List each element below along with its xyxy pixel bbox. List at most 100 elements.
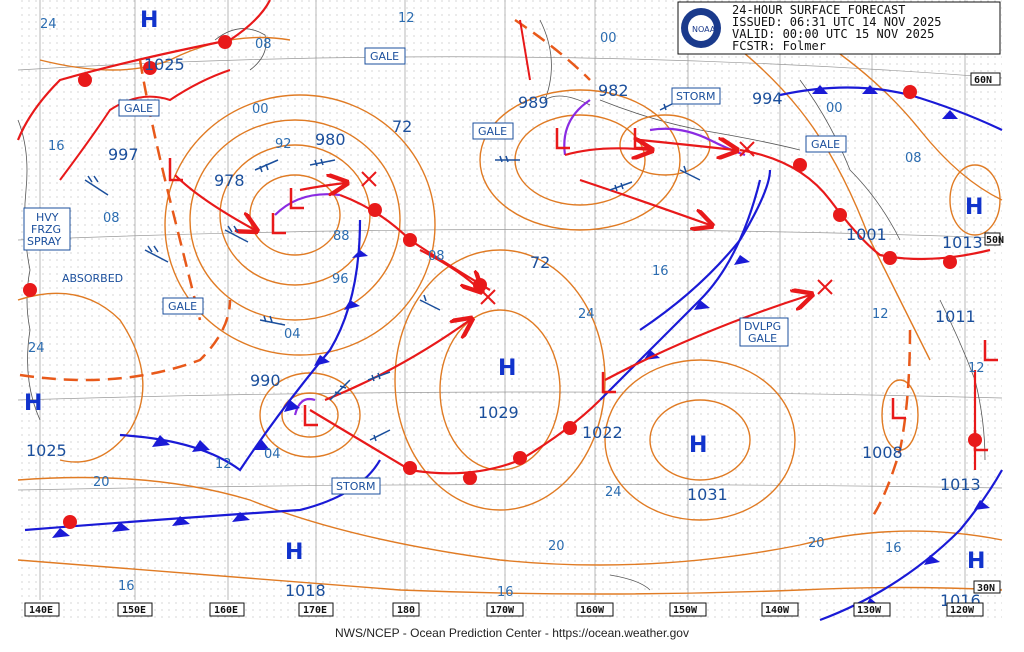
svg-text:1022: 1022 — [582, 423, 623, 442]
warm-front-bumps — [23, 35, 982, 529]
svg-text:989: 989 — [518, 93, 549, 112]
svg-text:1001: 1001 — [846, 225, 887, 244]
svg-text:120W: 120W — [950, 605, 975, 616]
high-letter: H — [965, 195, 983, 220]
isobar-labels: 24 12 08 00 92 16 08 88 96 04 04 12 20 1… — [28, 11, 985, 600]
svg-text:160W: 160W — [580, 605, 605, 616]
map-credit: NWS/NCEP - Ocean Prediction Center - htt… — [335, 626, 689, 640]
svg-text:08: 08 — [428, 249, 445, 264]
svg-text:16: 16 — [652, 264, 669, 279]
svg-text:60N: 60N — [974, 75, 992, 86]
svg-text:1011: 1011 — [935, 307, 976, 326]
svg-text:12: 12 — [215, 457, 232, 472]
svg-text:STORM: STORM — [336, 480, 376, 493]
svg-text:980: 980 — [315, 130, 346, 149]
high-letter: H — [24, 391, 42, 416]
svg-text:16: 16 — [497, 585, 514, 600]
svg-text:12: 12 — [968, 361, 985, 376]
svg-text:20: 20 — [548, 539, 565, 554]
svg-text:ABSORBED: ABSORBED — [62, 272, 123, 285]
svg-text:994: 994 — [752, 89, 783, 108]
forecast-header: NOAA 24-HOUR SURFACE FORECAST ISSUED: 06… — [677, 1, 1001, 55]
low-pressure-values: 997 978 980 990 989 982 994 1022 1008 10… — [108, 81, 981, 494]
svg-text:08: 08 — [905, 151, 922, 166]
svg-text:50N: 50N — [986, 235, 1004, 246]
svg-text:04: 04 — [264, 447, 281, 462]
svg-text:08: 08 — [103, 211, 120, 226]
lat-lon-grid — [17, 0, 1003, 600]
svg-text:92: 92 — [275, 137, 292, 152]
high-letter: H — [285, 540, 303, 565]
high-letter: H — [498, 356, 516, 381]
dissipating-markers — [361, 141, 833, 305]
svg-text:FRZG: FRZG — [31, 223, 61, 236]
high-value: 1013 — [942, 233, 983, 252]
svg-text:16: 16 — [885, 541, 902, 556]
svg-text:SPRAY: SPRAY — [27, 235, 61, 248]
svg-text:978: 978 — [214, 171, 245, 190]
svg-text:30N: 30N — [977, 583, 995, 594]
svg-text:140E: 140E — [29, 605, 53, 616]
svg-text:GALE: GALE — [748, 332, 777, 345]
svg-text:24: 24 — [605, 485, 622, 500]
svg-text:990: 990 — [250, 371, 281, 390]
ice-edge — [59, 19, 531, 181]
svg-text:150W: 150W — [673, 605, 698, 616]
svg-text:24: 24 — [40, 17, 57, 32]
high-letter: H — [689, 433, 707, 458]
svg-text:HVY: HVY — [36, 211, 59, 224]
svg-text:140W: 140W — [765, 605, 790, 616]
svg-text:DVLPG: DVLPG — [744, 320, 781, 333]
svg-text:STORM: STORM — [676, 90, 716, 103]
svg-text:96: 96 — [332, 272, 349, 287]
svg-text:GALE: GALE — [370, 50, 399, 63]
cold-front-barbs — [52, 85, 990, 608]
svg-text:GALE: GALE — [168, 300, 197, 313]
svg-text:00: 00 — [826, 101, 843, 116]
high-value: 1029 — [478, 403, 519, 422]
svg-text:24: 24 — [28, 341, 45, 356]
svg-text:160E: 160E — [214, 605, 238, 616]
svg-text:08: 08 — [255, 37, 272, 52]
high-value: 1025 — [26, 441, 67, 460]
svg-text:130W: 130W — [857, 605, 882, 616]
header-title: 24-HOUR SURFACE FORECAST — [732, 3, 905, 17]
svg-text:72: 72 — [530, 253, 550, 272]
svg-text:180: 180 — [397, 605, 415, 616]
warning-labels: GALE GALE GALE GALE GALE STORM STORM HVY… — [23, 47, 847, 495]
svg-text:20: 20 — [808, 536, 825, 551]
svg-text:997: 997 — [108, 145, 139, 164]
svg-text:00: 00 — [252, 102, 269, 117]
longitude-labels: 140E 150E 160E 170E 180 170W 160W 150W 1… — [24, 602, 984, 617]
svg-text:24: 24 — [578, 307, 595, 322]
svg-text:170W: 170W — [490, 605, 515, 616]
header-forecaster: FCSTR: Folmer — [732, 39, 826, 53]
wind-barbs — [84, 99, 701, 442]
high-letter: H — [967, 549, 985, 574]
high-value: 1025 — [144, 55, 185, 74]
svg-text:982: 982 — [598, 81, 629, 100]
high-value: 1031 — [687, 485, 728, 504]
low-centres — [168, 128, 998, 452]
svg-text:12: 12 — [398, 11, 415, 26]
high-letter: H — [140, 8, 158, 33]
svg-text:1013: 1013 — [940, 475, 981, 494]
svg-text:GALE: GALE — [811, 138, 840, 151]
svg-text:88: 88 — [333, 229, 350, 244]
high-value: 1018 — [285, 581, 326, 600]
svg-text:GALE: GALE — [124, 102, 153, 115]
header-issued: ISSUED: 06:31 UTC 14 NOV 2025 — [732, 15, 942, 29]
svg-text:04: 04 — [284, 327, 301, 342]
latitude-labels: 60N 50N 30N — [970, 72, 1004, 594]
troughs — [19, 18, 912, 521]
svg-text:GALE: GALE — [478, 125, 507, 138]
svg-text:12: 12 — [872, 307, 889, 322]
svg-text:72: 72 — [392, 117, 412, 136]
svg-text:150E: 150E — [122, 605, 146, 616]
svg-text:170E: 170E — [303, 605, 327, 616]
header-valid: VALID: 00:00 UTC 15 NOV 2025 — [732, 27, 934, 41]
svg-text:16: 16 — [118, 579, 135, 594]
svg-text:00: 00 — [600, 31, 617, 46]
svg-text:NOAA: NOAA — [692, 25, 716, 34]
